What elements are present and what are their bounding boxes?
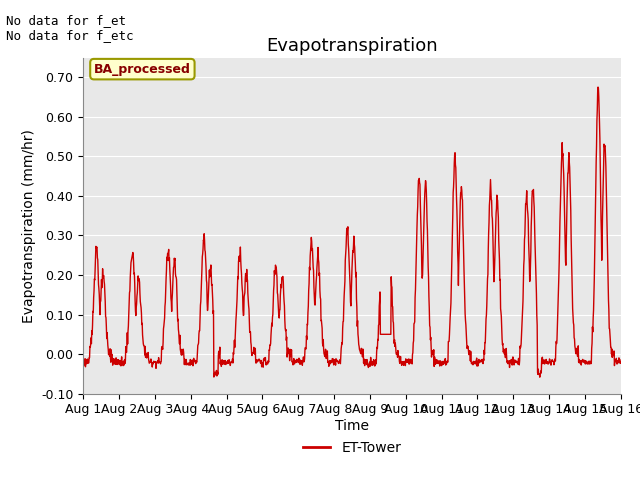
Text: BA_processed: BA_processed bbox=[94, 63, 191, 76]
Y-axis label: Evapotranspiration (mm/hr): Evapotranspiration (mm/hr) bbox=[22, 129, 36, 323]
Text: No data for f_et
No data for f_etc: No data for f_et No data for f_etc bbox=[6, 14, 134, 42]
Title: Evapotranspiration: Evapotranspiration bbox=[266, 36, 438, 55]
Legend: ET-Tower: ET-Tower bbox=[297, 435, 407, 461]
X-axis label: Time: Time bbox=[335, 419, 369, 433]
